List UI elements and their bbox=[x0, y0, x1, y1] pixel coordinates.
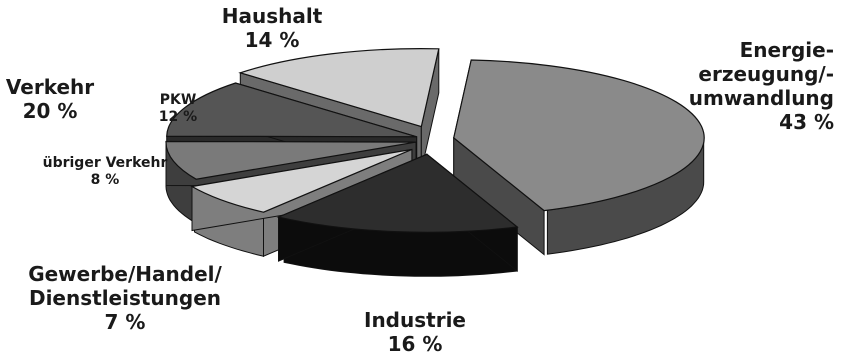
label-energie: Energie- erzeugung/- umwandlung 43 % bbox=[688, 38, 834, 134]
label-industrie: Industrie 16 % bbox=[364, 308, 466, 356]
label-haushalt: Haushalt 14 % bbox=[221, 4, 323, 52]
slice-top bbox=[166, 82, 417, 138]
slice-energieerzeugung-umwandlung bbox=[453, 59, 705, 256]
slice-top bbox=[238, 48, 440, 128]
slice-industrie bbox=[276, 153, 519, 277]
slice-top bbox=[276, 153, 519, 233]
slice-top bbox=[190, 148, 413, 213]
label-pkw: PKW 12 % bbox=[158, 92, 198, 125]
label-uebriger-verkehr: übriger Verkehr 8 % bbox=[42, 155, 168, 188]
slice-top bbox=[165, 140, 417, 180]
slice-top bbox=[453, 59, 705, 212]
label-verkehr: Verkehr 20 % bbox=[5, 75, 95, 123]
label-gewerbe: Gewerbe/Handel/ Dienstleistungen 7 % bbox=[28, 262, 222, 334]
